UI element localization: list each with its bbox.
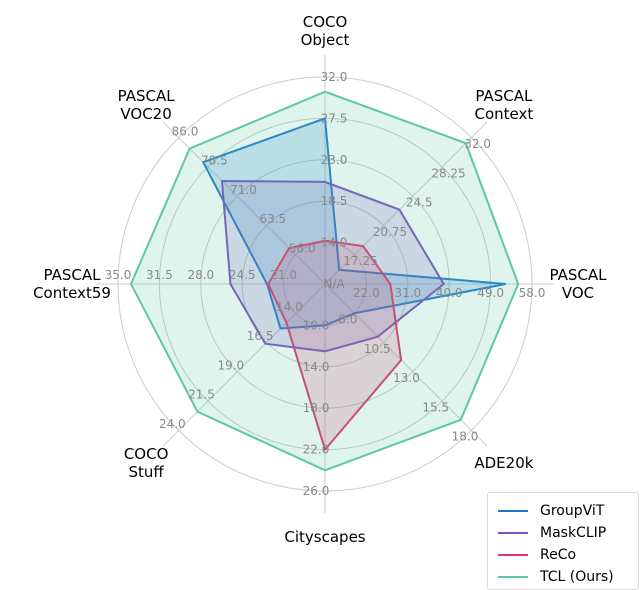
grid-spoke bbox=[162, 283, 326, 447]
axis-label: ADE20k bbox=[474, 454, 533, 472]
axis-label: PASCAL Context bbox=[475, 87, 534, 123]
tick-label: 35.0 bbox=[105, 268, 132, 282]
legend-item-reco: ReCo bbox=[498, 545, 576, 565]
tick-label: 32.0 bbox=[464, 137, 491, 151]
legend-item-tcl: TCL (Ours) bbox=[498, 567, 614, 587]
tick-label: N/A bbox=[323, 277, 345, 291]
series-tcl-ours bbox=[129, 90, 520, 472]
legend-label-maskclip: MaskCLIP bbox=[540, 525, 607, 541]
tick-label: 28.25 bbox=[431, 166, 465, 180]
tick-label: 10.0 bbox=[303, 318, 330, 332]
tick-label: 24.0 bbox=[159, 417, 186, 431]
tick-label: 24.5 bbox=[406, 196, 433, 210]
axis-label: PASCAL VOC20 bbox=[118, 87, 176, 123]
tick-label: 10.5 bbox=[364, 342, 391, 356]
axis-label: COCO Object bbox=[301, 13, 350, 49]
tick-label: 86.0 bbox=[172, 124, 199, 138]
tick-label: 22.0 bbox=[303, 443, 330, 457]
tick-label: 19.0 bbox=[217, 359, 244, 373]
series-maskclip bbox=[220, 179, 446, 353]
tick-label: 26.0 bbox=[303, 484, 330, 498]
tick-label: 24.5 bbox=[229, 268, 256, 282]
tick-label: 16.5 bbox=[247, 329, 274, 343]
tick-label: 22.0 bbox=[353, 286, 380, 300]
tick-label: 18.0 bbox=[452, 430, 479, 444]
tick-label: 31.5 bbox=[146, 268, 173, 282]
tick-label: 31.0 bbox=[394, 286, 421, 300]
tick-label: 23.0 bbox=[321, 153, 348, 167]
tick-label: 14.0 bbox=[303, 360, 330, 374]
radar-series bbox=[129, 90, 520, 472]
tick-label: 49.0 bbox=[477, 286, 504, 300]
axis-label: Cityscapes bbox=[284, 528, 365, 546]
tick-label: 58.0 bbox=[519, 286, 546, 300]
tick-label: 63.5 bbox=[259, 212, 286, 226]
tick-label: 28.0 bbox=[187, 268, 214, 282]
legend-label-tcl: TCL (Ours) bbox=[540, 569, 614, 585]
tick-label: 20.75 bbox=[373, 225, 407, 239]
tick-label: 32.0 bbox=[321, 70, 348, 84]
tick-label: 40.0 bbox=[436, 286, 463, 300]
grid-spoke bbox=[324, 283, 488, 447]
tick-label: 71.0 bbox=[230, 183, 257, 197]
tick-label: 27.5 bbox=[321, 111, 348, 125]
tick-label: 14.0 bbox=[276, 300, 303, 314]
tick-label: 13.0 bbox=[393, 371, 420, 385]
legend-swatch-groupvit bbox=[498, 510, 528, 512]
legend-label-groupvit: GroupViT bbox=[540, 503, 605, 519]
legend-swatch-reco bbox=[498, 554, 528, 556]
tick-label: 21.5 bbox=[188, 388, 215, 402]
tick-label: 56.0 bbox=[289, 241, 316, 255]
radar-tick-labels: N/A 14.0 18.5 23.0 27.5 32.0 17.25 20.75 24.5 28.… bbox=[105, 70, 546, 498]
radar-axis-labels: COCO Object PASCAL Context PASCAL VOC ADE20k Ci… bbox=[33, 13, 607, 546]
legend-swatch-tcl bbox=[498, 576, 528, 578]
tick-label: 17.25 bbox=[343, 254, 377, 268]
axis-label: COCO Stuff bbox=[124, 445, 169, 481]
tick-label: 15.5 bbox=[422, 401, 449, 415]
tick-label: 14.0 bbox=[321, 236, 348, 250]
legend-swatch-maskclip bbox=[498, 532, 528, 534]
axis-label: PASCAL Context59 bbox=[33, 266, 111, 302]
grid-spoke bbox=[324, 121, 488, 285]
tick-label: 21.0 bbox=[270, 268, 297, 282]
legend-label-reco: ReCo bbox=[540, 547, 577, 563]
tick-label: 78.5 bbox=[201, 154, 228, 168]
tick-label: 18.5 bbox=[321, 194, 348, 208]
chart-legend: GroupViT MaskCLIP ReCo TCL (Ours) bbox=[487, 492, 639, 590]
tick-label: 18.0 bbox=[303, 401, 330, 415]
legend-item-groupvit: GroupViT bbox=[498, 501, 604, 521]
axis-label: PASCAL VOC bbox=[550, 266, 608, 302]
legend-item-maskclip: MaskCLIP bbox=[498, 523, 606, 543]
series-reco bbox=[267, 239, 403, 452]
tick-label: 8.0 bbox=[338, 313, 357, 327]
